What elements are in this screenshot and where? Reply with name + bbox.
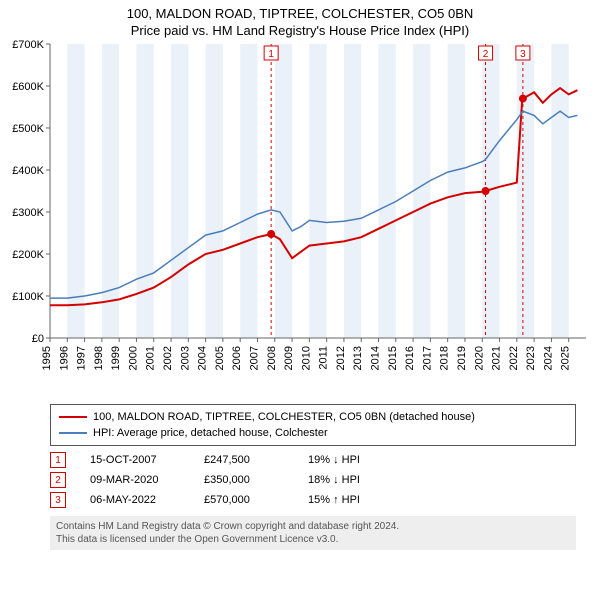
x-tick-label: 1995 [41, 346, 53, 370]
y-tick-label: £300K [12, 207, 44, 219]
title-address: 100, MALDON ROAD, TIPTREE, COLCHESTER, C… [0, 6, 600, 21]
sale-price: £570,000 [204, 494, 284, 506]
legend-item: 100, MALDON ROAD, TIPTREE, COLCHESTER, C… [59, 409, 567, 425]
sale-badge: 3 [50, 492, 66, 508]
x-tick-label: 2020 [473, 346, 485, 370]
year-band [448, 44, 465, 338]
sale-marker-number: 3 [520, 49, 526, 60]
y-tick-label: £700K [12, 39, 44, 51]
x-tick-label: 2015 [387, 346, 399, 370]
chart-container: 100, MALDON ROAD, TIPTREE, COLCHESTER, C… [0, 0, 600, 550]
x-tick-label: 2013 [352, 346, 364, 370]
year-band [67, 44, 84, 338]
x-tick-label: 2016 [404, 346, 416, 370]
sale-row: 3 06-MAY-2022 £570,000 15% ↑ HPI [50, 490, 576, 510]
x-tick-label: 2023 [525, 346, 537, 370]
year-band [206, 44, 223, 338]
x-tick-label: 1997 [76, 346, 88, 370]
x-tick-label: 2022 [508, 346, 520, 370]
sale-diff: 19% ↓ HPI [308, 454, 398, 466]
sale-row: 1 15-OCT-2007 £247,500 19% ↓ HPI [50, 450, 576, 470]
sale-row: 2 09-MAR-2020 £350,000 18% ↓ HPI [50, 470, 576, 490]
x-tick-label: 2010 [300, 346, 312, 370]
footer-line1: Contains HM Land Registry data © Crown c… [56, 520, 570, 533]
sale-price: £247,500 [204, 454, 284, 466]
x-tick-label: 2003 [179, 346, 191, 370]
sale-marker-dot [267, 230, 275, 238]
x-tick-label: 2012 [335, 346, 347, 370]
x-tick-label: 2002 [162, 346, 174, 370]
x-tick-label: 2004 [197, 346, 209, 370]
y-tick-label: £200K [12, 249, 44, 261]
year-band [275, 44, 292, 338]
legend-swatch [59, 432, 87, 434]
y-tick-label: £500K [12, 123, 44, 135]
x-tick-label: 2005 [214, 346, 226, 370]
sale-marker-dot [519, 95, 527, 103]
x-tick-label: 2009 [283, 346, 295, 370]
sale-date: 15-OCT-2007 [90, 454, 180, 466]
x-tick-label: 2000 [127, 346, 139, 370]
year-band [240, 44, 257, 338]
y-tick-label: £600K [12, 81, 44, 93]
sale-marker-number: 2 [483, 49, 489, 60]
x-tick-label: 2001 [145, 346, 157, 370]
year-band [102, 44, 119, 338]
year-band [517, 44, 534, 338]
y-tick-label: £400K [12, 165, 44, 177]
legend-label: HPI: Average price, detached house, Colc… [93, 425, 328, 441]
x-tick-label: 1999 [110, 346, 122, 370]
titles: 100, MALDON ROAD, TIPTREE, COLCHESTER, C… [0, 0, 600, 38]
year-band [344, 44, 361, 338]
footer-line2: This data is licensed under the Open Gov… [56, 533, 570, 546]
legend-label: 100, MALDON ROAD, TIPTREE, COLCHESTER, C… [93, 409, 475, 425]
sale-badge: 1 [50, 452, 66, 468]
sale-marker-dot [482, 187, 490, 195]
sales-table: 1 15-OCT-2007 £247,500 19% ↓ HPI 2 09-MAR-202… [50, 450, 576, 510]
legend-swatch [59, 416, 87, 418]
line-chart-svg: £0 £100K £200K £300K £400K £500K £600K £700K 199… [0, 38, 600, 398]
y-tick-label: £0 [32, 333, 44, 345]
y-tick-label: £100K [12, 291, 44, 303]
year-band [171, 44, 188, 338]
x-tick-label: 2017 [421, 346, 433, 370]
year-band [309, 44, 326, 338]
x-tick-label: 1998 [93, 346, 105, 370]
year-band [413, 44, 430, 338]
x-tick-label: 2008 [266, 346, 278, 370]
sale-badge: 2 [50, 472, 66, 488]
year-band [379, 44, 396, 338]
sale-marker-number: 1 [268, 49, 274, 60]
x-tick-label: 2019 [456, 346, 468, 370]
sale-date: 09-MAR-2020 [90, 474, 180, 486]
x-tick-label: 2025 [560, 346, 572, 370]
legend-item: HPI: Average price, detached house, Colc… [59, 425, 567, 441]
x-tick-label: 2007 [248, 346, 260, 370]
sale-date: 06-MAY-2022 [90, 494, 180, 506]
x-tick-label: 2014 [370, 346, 382, 370]
x-tick-label: 2024 [542, 346, 554, 370]
footer-attribution: Contains HM Land Registry data © Crown c… [50, 516, 576, 550]
legend: 100, MALDON ROAD, TIPTREE, COLCHESTER, C… [50, 404, 576, 446]
x-tick-label: 2006 [231, 346, 243, 370]
sale-diff: 15% ↑ HPI [308, 494, 398, 506]
x-tick-label: 2018 [439, 346, 451, 370]
x-tick-label: 2021 [491, 346, 503, 370]
title-subtitle: Price paid vs. HM Land Registry's House … [0, 23, 600, 38]
chart-area: £0 £100K £200K £300K £400K £500K £600K £700K 199… [0, 38, 600, 398]
sale-diff: 18% ↓ HPI [308, 474, 398, 486]
x-tick-label: 1996 [58, 346, 70, 370]
sale-price: £350,000 [204, 474, 284, 486]
x-tick-label: 2011 [318, 346, 330, 370]
